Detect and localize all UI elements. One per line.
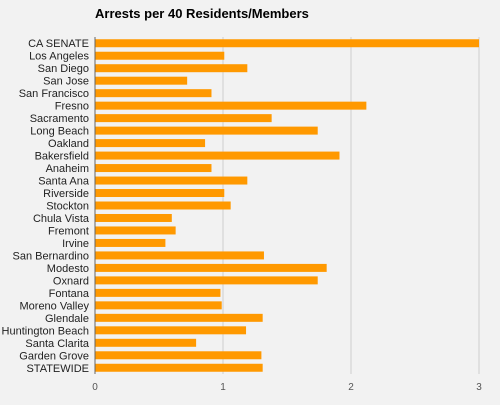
category-label: Huntington Beach [2,325,89,337]
bar [95,213,172,222]
category-label: Fontana [49,288,90,300]
bar [95,263,327,272]
category-label: Riverside [43,188,89,200]
category-label: Santa Clarita [25,338,89,350]
x-tick-label: 2 [348,382,354,393]
bar [95,276,318,285]
category-label: Anaheim [46,163,89,175]
category-label: Fremont [48,225,89,237]
bar [95,101,367,110]
bar [95,39,479,48]
category-label: STATEWIDE [26,363,89,375]
category-label: Sacramento [30,113,89,125]
bar [95,313,263,322]
category-label: San Jose [43,76,89,88]
category-label: Oakland [48,138,89,150]
category-label: Santa Ana [38,176,90,188]
bar [95,326,247,335]
bar [95,251,264,260]
category-label: Fresno [55,101,89,113]
chart-title: Arrests per 40 Residents/Members [95,6,309,21]
bar [95,288,221,297]
bar [95,139,206,148]
category-label: Irvine [62,238,89,250]
category-label: Garden Grove [19,350,89,362]
category-label: Modesto [47,263,89,275]
category-label: San Francisco [19,88,89,100]
bar [95,189,225,198]
bar [95,51,225,60]
category-label: San Diego [38,63,89,75]
bar [95,301,222,310]
category-label: Glendale [45,313,89,325]
bar [95,176,248,185]
bar [95,126,318,135]
bar [95,363,263,372]
bar [95,89,212,98]
x-tick-label: 1 [220,382,226,393]
bar [95,351,262,360]
category-label: Oxnard [53,275,89,287]
bar [95,164,212,173]
category-label: San Bernardino [13,250,89,262]
bar [95,151,340,160]
category-label: Bakersfield [35,151,89,163]
category-label: Los Angeles [29,51,89,63]
category-label: Chula Vista [33,213,90,225]
category-label: Long Beach [30,126,89,138]
category-label: Moreno Valley [20,300,90,312]
bar [95,76,188,85]
bar [95,338,197,347]
bar [95,201,231,210]
category-label: CA SENATE [28,38,89,50]
bar [95,226,176,235]
x-tick-label: 3 [476,382,482,393]
bar [95,114,272,123]
category-label: Stockton [46,201,89,213]
bar [95,238,166,247]
x-tick-label: 0 [92,382,98,393]
bar [95,64,248,73]
